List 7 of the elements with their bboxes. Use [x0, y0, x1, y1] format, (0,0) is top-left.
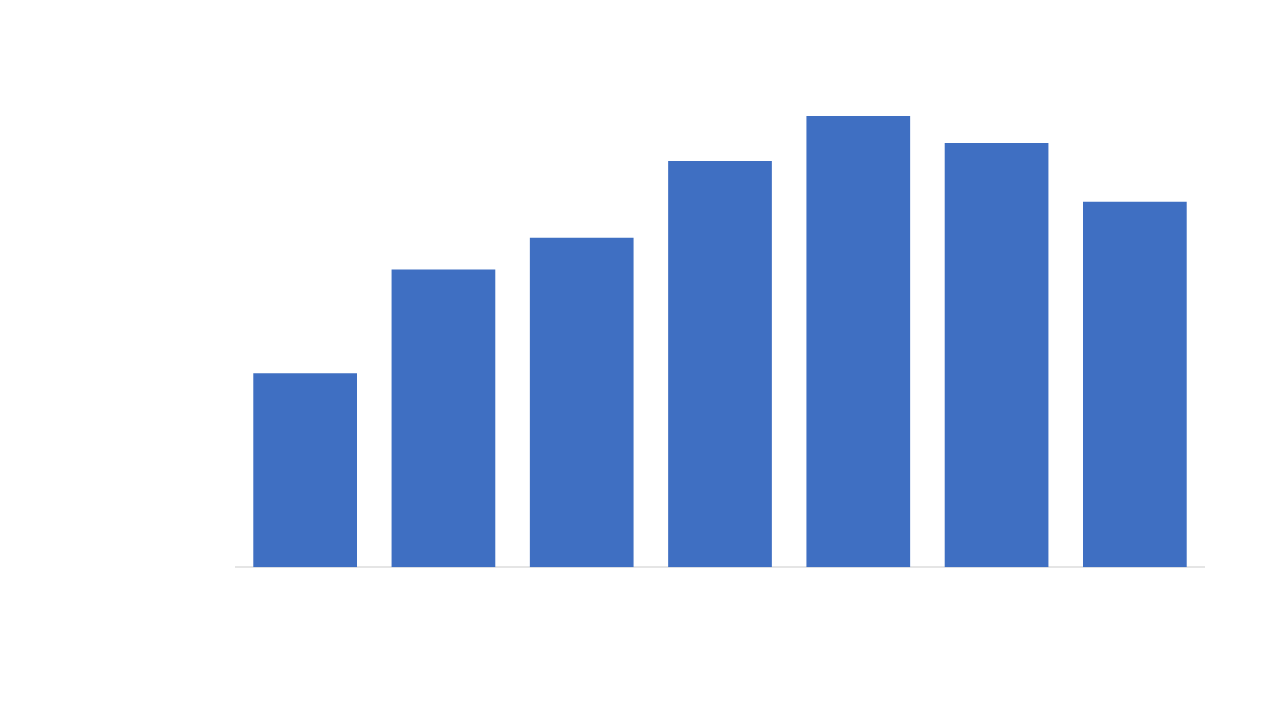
bar: [529, 237, 634, 568]
bar: [391, 269, 496, 568]
bar: [944, 143, 1049, 568]
bar: [668, 161, 772, 568]
bar: [806, 116, 911, 568]
bar: [1083, 201, 1187, 568]
bar: [253, 373, 357, 568]
